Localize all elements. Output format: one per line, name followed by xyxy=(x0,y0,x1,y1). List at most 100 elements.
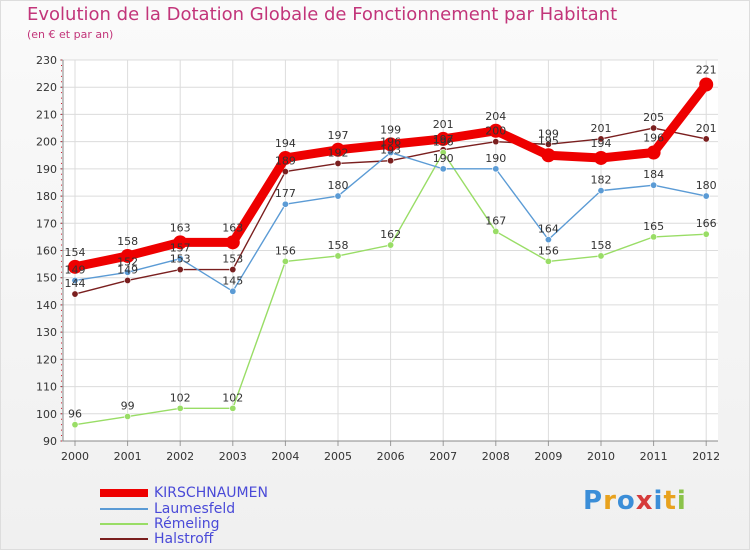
data-point-kirschnaumen xyxy=(594,150,608,165)
y-tick-label: 230 xyxy=(36,54,57,67)
data-label-kirschnaumen: 163 xyxy=(222,221,243,234)
x-tick-label: 2007 xyxy=(429,450,457,463)
legend-swatch xyxy=(100,489,148,497)
data-label-laumesfeld: 149 xyxy=(65,263,86,276)
y-tick-label: 220 xyxy=(36,81,57,94)
legend-label: KIRSCHNAUMEN xyxy=(154,485,268,501)
y-tick-label: 160 xyxy=(36,245,57,258)
y-tick-label: 130 xyxy=(36,326,57,339)
data-label-remeling: 158 xyxy=(328,239,349,252)
data-point-halstroff xyxy=(492,138,500,146)
data-point-halstroff xyxy=(597,135,605,143)
data-label-remeling: 102 xyxy=(222,391,243,404)
data-point-halstroff xyxy=(176,266,184,274)
y-tick-label: 120 xyxy=(36,353,57,366)
data-label-kirschnaumen: 197 xyxy=(328,129,349,142)
data-point-remeling xyxy=(650,233,658,241)
logo-letter: i xyxy=(653,486,664,516)
data-label-halstroff: 197 xyxy=(433,133,454,146)
data-point-laumesfeld xyxy=(492,165,500,173)
x-tick-label: 2005 xyxy=(324,450,352,463)
data-label-kirschnaumen: 158 xyxy=(117,235,138,248)
legend-swatch xyxy=(100,508,148,510)
legend-item-laumesfeld: Laumesfeld xyxy=(100,502,235,517)
chart-title: Evolution de la Dotation Globale de Fonc… xyxy=(27,4,618,25)
data-point-kirschnaumen xyxy=(331,142,345,157)
data-point-laumesfeld xyxy=(597,187,605,195)
y-tick-label: 100 xyxy=(36,408,57,421)
y-tick-label: 180 xyxy=(36,190,57,203)
logo-letter: t xyxy=(663,486,677,516)
data-point-laumesfeld xyxy=(281,200,289,208)
legend-item-remeling: Rémeling xyxy=(100,517,220,532)
x-tick-label: 2003 xyxy=(219,450,247,463)
data-label-halstroff: 201 xyxy=(696,122,717,135)
x-tick-label: 2011 xyxy=(640,450,668,463)
data-point-halstroff xyxy=(387,157,395,165)
data-label-remeling: 166 xyxy=(696,217,717,230)
data-point-laumesfeld xyxy=(71,276,79,284)
data-label-remeling: 96 xyxy=(68,408,82,421)
data-point-kirschnaumen xyxy=(488,123,503,138)
data-point-remeling xyxy=(71,421,79,429)
data-point-remeling xyxy=(702,230,710,238)
data-label-halstroff: 193 xyxy=(380,144,401,157)
legend-item-halstroff: Halstroff xyxy=(100,532,213,547)
proxiti-logo: Proxiti xyxy=(583,486,687,516)
data-point-halstroff xyxy=(124,276,132,284)
data-point-remeling xyxy=(281,257,289,265)
logo-letter: x xyxy=(635,486,654,516)
legend-label: Rémeling xyxy=(154,516,220,532)
series-layer xyxy=(68,77,714,429)
x-tick-label: 2001 xyxy=(114,450,142,463)
grid-lines xyxy=(63,59,718,442)
data-label-laumesfeld: 190 xyxy=(485,152,506,165)
data-label-remeling: 196 xyxy=(433,136,454,149)
data-label-kirschnaumen: 199 xyxy=(380,123,401,136)
data-point-kirschnaumen xyxy=(699,77,714,92)
data-point-kirschnaumen xyxy=(225,235,240,250)
x-tick-label: 2004 xyxy=(271,450,299,463)
data-label-halstroff: 192 xyxy=(328,146,349,159)
legend-item-kirschnaumen: KIRSCHNAUMEN xyxy=(100,486,268,501)
y-tick-label: 110 xyxy=(36,381,57,394)
data-label-halstroff: 153 xyxy=(222,253,243,266)
data-label-remeling: 156 xyxy=(538,244,559,257)
logo-letter: P xyxy=(583,486,604,516)
data-label-remeling: 167 xyxy=(485,214,506,227)
data-label-halstroff: 144 xyxy=(65,277,86,290)
data-point-remeling xyxy=(597,252,605,260)
x-tick-label: 2006 xyxy=(377,450,405,463)
data-point-remeling xyxy=(387,241,395,249)
logo-letter: i xyxy=(676,486,687,516)
data-label-kirschnaumen: 221 xyxy=(696,63,717,76)
legend-swatch xyxy=(100,538,148,540)
data-label-halstroff: 199 xyxy=(538,127,559,140)
x-tick-label: 2012 xyxy=(692,450,720,463)
data-point-halstroff xyxy=(702,135,710,143)
data-label-laumesfeld: 190 xyxy=(433,152,454,165)
data-label-remeling: 158 xyxy=(591,239,612,252)
data-point-laumesfeld xyxy=(229,287,237,295)
y-tick-label: 140 xyxy=(36,299,57,312)
data-label-kirschnaumen: 196 xyxy=(643,132,664,145)
x-tick-label: 2002 xyxy=(166,450,194,463)
data-label-halstroff: 153 xyxy=(170,253,191,266)
data-point-kirschnaumen xyxy=(278,150,293,165)
data-label-laumesfeld: 157 xyxy=(170,242,191,255)
legend-label: Halstroff xyxy=(154,531,214,547)
data-point-remeling xyxy=(124,413,132,421)
data-label-halstroff: 200 xyxy=(485,125,506,138)
data-point-remeling xyxy=(439,149,447,157)
y-tick-label: 170 xyxy=(36,217,57,230)
data-label-laumesfeld: 182 xyxy=(591,174,612,187)
y-tick-label: 190 xyxy=(36,163,57,176)
data-label-laumesfeld: 164 xyxy=(538,223,559,236)
data-point-kirschnaumen xyxy=(68,259,82,274)
chart-subtitle: (en € et par an) xyxy=(27,28,114,41)
data-point-laumesfeld xyxy=(124,268,132,276)
data-point-kirschnaumen xyxy=(383,137,398,152)
data-point-laumesfeld xyxy=(439,165,447,173)
data-point-halstroff xyxy=(650,124,658,132)
